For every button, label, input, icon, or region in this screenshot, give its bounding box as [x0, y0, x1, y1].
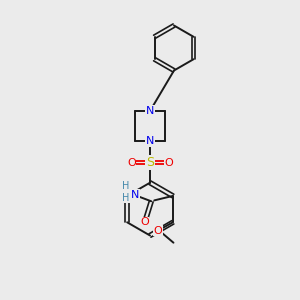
Text: O: O	[140, 217, 149, 227]
Text: O: O	[154, 226, 162, 236]
Text: O: O	[164, 158, 173, 168]
Text: S: S	[146, 156, 154, 169]
Text: N: N	[146, 106, 154, 116]
Text: O: O	[127, 158, 136, 168]
Text: H: H	[122, 181, 130, 191]
Text: N: N	[146, 136, 154, 146]
Text: N: N	[130, 190, 139, 200]
Text: H: H	[122, 193, 130, 203]
